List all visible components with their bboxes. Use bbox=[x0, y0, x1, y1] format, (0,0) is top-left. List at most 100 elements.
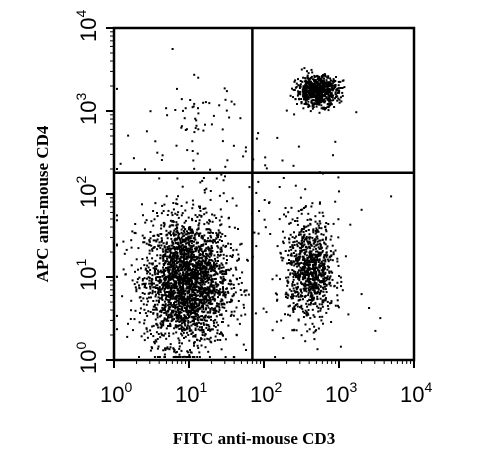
event-dot bbox=[185, 299, 188, 302]
event-dot bbox=[324, 82, 327, 85]
event-dot bbox=[322, 299, 325, 302]
event-dot bbox=[183, 240, 186, 243]
event-dot bbox=[314, 229, 317, 232]
event-dot bbox=[163, 284, 166, 287]
event-dot bbox=[172, 224, 175, 227]
event-dot bbox=[308, 245, 311, 248]
event-dot bbox=[293, 113, 296, 116]
event-dot bbox=[210, 254, 213, 257]
event-dot bbox=[230, 310, 233, 313]
event-dot bbox=[187, 248, 190, 251]
event-dot bbox=[307, 100, 310, 103]
event-dot bbox=[189, 283, 192, 286]
event-dot bbox=[308, 282, 311, 285]
event-dot bbox=[301, 236, 304, 239]
event-dot bbox=[299, 298, 302, 301]
event-dot bbox=[162, 210, 165, 212]
event-dot bbox=[229, 279, 232, 282]
event-dot bbox=[300, 272, 303, 275]
event-dot bbox=[180, 288, 183, 291]
event-dot bbox=[308, 237, 311, 240]
event-dot bbox=[168, 272, 171, 275]
event-dot bbox=[292, 252, 295, 254]
event-dot bbox=[141, 278, 144, 280]
event-dot bbox=[156, 272, 159, 275]
event-dot bbox=[337, 176, 340, 179]
event-dot bbox=[320, 274, 323, 277]
event-dot bbox=[316, 250, 319, 253]
event-dot bbox=[336, 260, 339, 263]
event-dot bbox=[189, 269, 192, 272]
event-dot bbox=[196, 261, 199, 264]
event-dot bbox=[318, 101, 321, 104]
event-dot bbox=[166, 347, 169, 350]
event-dot bbox=[172, 220, 175, 223]
event-dot bbox=[291, 218, 294, 221]
event-dot bbox=[327, 92, 329, 95]
event-dot bbox=[321, 93, 324, 96]
event-dot bbox=[152, 224, 155, 227]
event-dot bbox=[207, 248, 210, 251]
event-dot bbox=[212, 269, 215, 271]
event-dot bbox=[176, 253, 179, 255]
event-dot bbox=[164, 291, 167, 294]
event-dot bbox=[311, 308, 314, 311]
event-dot bbox=[307, 229, 310, 231]
event-dot bbox=[213, 239, 216, 242]
event-dot bbox=[144, 282, 147, 285]
event-dot bbox=[201, 237, 204, 240]
event-dot bbox=[174, 212, 177, 215]
event-dot bbox=[189, 277, 192, 280]
event-dot bbox=[145, 286, 148, 289]
event-dot bbox=[318, 111, 321, 114]
event-dot bbox=[192, 265, 195, 268]
event-dot bbox=[233, 310, 236, 313]
event-dot bbox=[200, 277, 203, 280]
event-dot bbox=[215, 321, 218, 324]
event-dot bbox=[183, 252, 186, 255]
event-dot bbox=[202, 264, 205, 267]
event-dot bbox=[148, 279, 151, 282]
event-dot bbox=[175, 242, 177, 244]
event-dot bbox=[162, 307, 165, 310]
event-dot bbox=[187, 285, 190, 288]
event-dot bbox=[207, 278, 210, 281]
event-dot bbox=[325, 247, 328, 250]
event-dot bbox=[191, 286, 194, 289]
event-dot bbox=[282, 242, 285, 245]
event-dot bbox=[126, 335, 129, 338]
event-dot bbox=[157, 299, 160, 302]
event-dot bbox=[193, 256, 196, 258]
event-dot bbox=[222, 279, 225, 282]
event-dot bbox=[296, 94, 299, 97]
event-dot bbox=[331, 87, 334, 90]
event-dot bbox=[291, 236, 294, 239]
event-dot bbox=[233, 103, 236, 106]
event-dot bbox=[163, 225, 166, 228]
event-dot bbox=[175, 269, 177, 272]
event-dot bbox=[319, 81, 322, 83]
event-dot bbox=[307, 274, 310, 277]
event-dot bbox=[226, 301, 228, 304]
event-dot bbox=[232, 274, 235, 277]
event-dot bbox=[303, 88, 306, 90]
event-dot bbox=[188, 315, 191, 318]
event-dot bbox=[343, 86, 346, 89]
event-dot bbox=[186, 260, 188, 263]
event-dot bbox=[189, 248, 192, 251]
event-dot bbox=[311, 254, 314, 257]
event-dot bbox=[196, 344, 199, 347]
event-dot bbox=[201, 259, 204, 262]
event-dot bbox=[173, 306, 176, 309]
event-dot bbox=[169, 325, 172, 328]
event-dot bbox=[291, 329, 294, 332]
event-dot bbox=[221, 281, 224, 283]
event-dot bbox=[189, 267, 192, 270]
event-dot bbox=[167, 276, 169, 279]
event-dot bbox=[198, 214, 201, 217]
event-dot bbox=[336, 304, 339, 307]
event-dot bbox=[202, 279, 205, 282]
event-dot bbox=[316, 257, 319, 260]
event-dot bbox=[188, 256, 190, 259]
event-dot bbox=[309, 268, 312, 271]
